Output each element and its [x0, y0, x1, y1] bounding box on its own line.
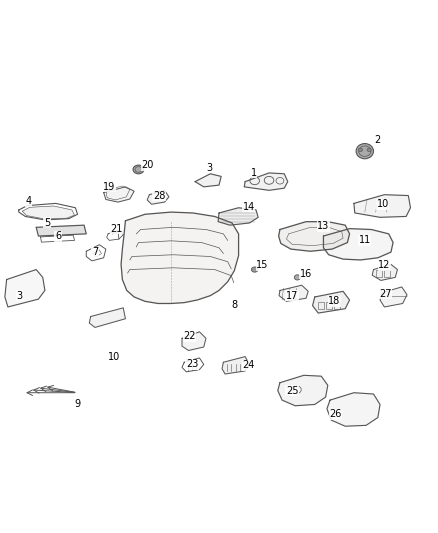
Text: 13: 13 — [317, 221, 329, 231]
Text: 21: 21 — [110, 224, 123, 233]
Text: 18: 18 — [328, 296, 340, 306]
Polygon shape — [323, 229, 393, 260]
Text: 2: 2 — [375, 135, 381, 146]
Text: 10: 10 — [108, 352, 120, 361]
Polygon shape — [327, 393, 380, 426]
Text: 8: 8 — [231, 300, 237, 310]
Text: 5: 5 — [44, 218, 50, 228]
Text: 3: 3 — [17, 290, 23, 301]
Text: 10: 10 — [377, 199, 389, 209]
Polygon shape — [182, 332, 206, 351]
Polygon shape — [372, 264, 397, 280]
Ellipse shape — [133, 165, 144, 174]
Text: 28: 28 — [153, 191, 165, 200]
Text: 3: 3 — [206, 163, 212, 173]
Polygon shape — [244, 173, 288, 190]
Polygon shape — [354, 195, 410, 217]
Polygon shape — [218, 208, 258, 225]
Ellipse shape — [358, 148, 363, 151]
Polygon shape — [147, 190, 169, 204]
Polygon shape — [279, 285, 308, 301]
Text: 7: 7 — [92, 247, 98, 257]
Text: 11: 11 — [359, 236, 371, 245]
Ellipse shape — [251, 267, 258, 272]
Text: 12: 12 — [378, 260, 391, 270]
Text: 1: 1 — [251, 168, 257, 178]
Polygon shape — [195, 174, 221, 187]
Text: 9: 9 — [74, 399, 81, 409]
Text: 16: 16 — [300, 269, 312, 279]
Text: 15: 15 — [256, 260, 268, 270]
Polygon shape — [279, 222, 350, 251]
Polygon shape — [380, 287, 407, 307]
Ellipse shape — [367, 148, 371, 151]
Polygon shape — [121, 212, 239, 303]
Polygon shape — [278, 375, 328, 406]
Text: 24: 24 — [242, 360, 255, 370]
Text: 14: 14 — [243, 202, 255, 212]
Ellipse shape — [356, 143, 374, 159]
Text: 23: 23 — [186, 359, 198, 369]
Text: 22: 22 — [183, 331, 196, 341]
Polygon shape — [313, 292, 350, 313]
Text: 26: 26 — [329, 409, 342, 419]
Text: 17: 17 — [286, 290, 298, 301]
Polygon shape — [104, 187, 134, 202]
Text: 6: 6 — [55, 231, 61, 241]
Text: 25: 25 — [286, 385, 298, 395]
Polygon shape — [89, 308, 125, 327]
Text: 19: 19 — [103, 182, 116, 192]
Polygon shape — [5, 270, 45, 307]
Text: 27: 27 — [379, 289, 392, 299]
Polygon shape — [36, 225, 86, 236]
Polygon shape — [22, 206, 74, 219]
Ellipse shape — [294, 275, 300, 280]
Text: 20: 20 — [141, 160, 153, 170]
Polygon shape — [222, 357, 250, 374]
Text: 4: 4 — [25, 196, 32, 206]
